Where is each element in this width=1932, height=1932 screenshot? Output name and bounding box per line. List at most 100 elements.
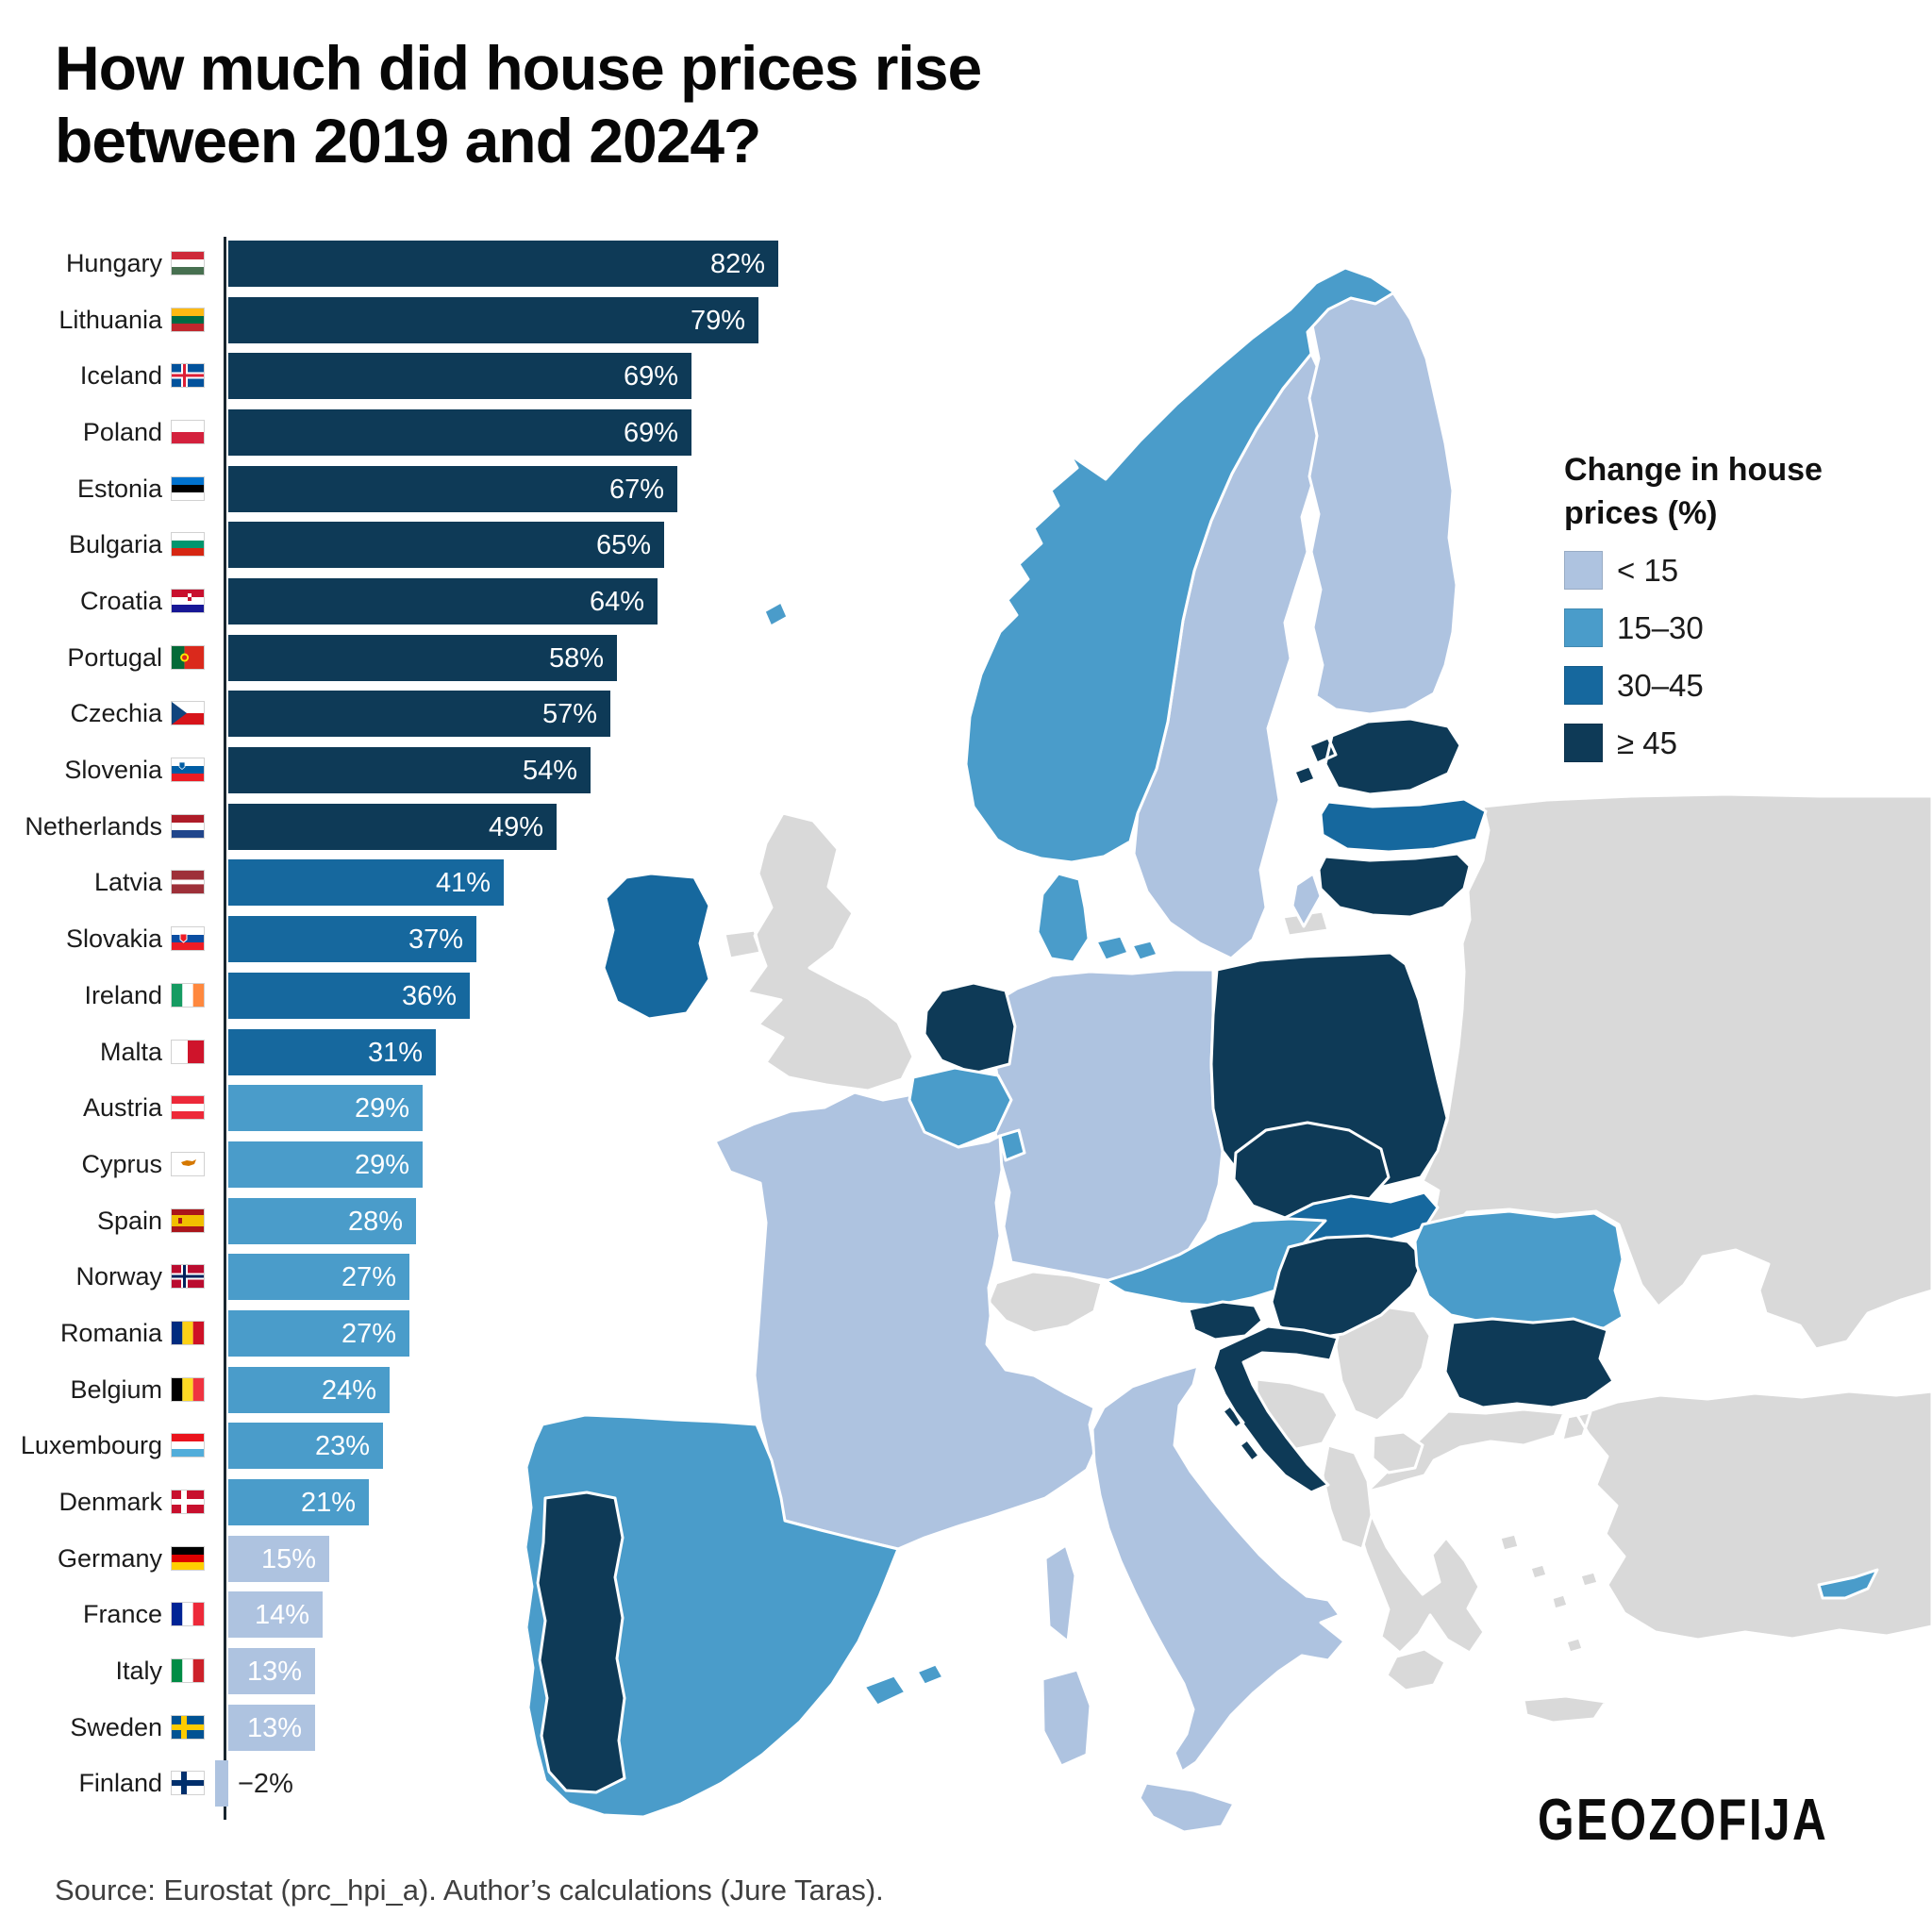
country-label: Latvia (93, 868, 162, 897)
bar-row-czechia: Czechia 57% (0, 691, 924, 738)
finland-flag-icon (172, 1772, 204, 1795)
bar-row-ireland: Ireland 36% (0, 972, 924, 1019)
bar-row-hungary: Hungary 82% (0, 241, 924, 287)
country-label: Netherlands (25, 811, 162, 841)
bar-row-malta: Malta 31% (0, 1028, 924, 1075)
malta-flag-icon (172, 1040, 204, 1063)
country-label: Iceland (79, 361, 162, 391)
value-label: 24% (321, 1374, 376, 1406)
map-country-latvia (1319, 797, 1488, 854)
value-bar (228, 578, 658, 625)
value-label: 41% (435, 868, 491, 899)
czechia-flag-icon (172, 702, 204, 725)
value-bar (228, 522, 664, 569)
bar-row-romania: Romania 27% (0, 1309, 924, 1357)
country-label: Cyprus (81, 1149, 162, 1178)
map-country-italy (1041, 1364, 1346, 1834)
map-country-spain (524, 1413, 945, 1819)
legend-label: 15–30 (1617, 609, 1704, 645)
map-country-hungary (1270, 1234, 1426, 1341)
map-country-netherlands (923, 981, 1017, 1075)
map-country-greece (1355, 1407, 1607, 1724)
title-line-1: How much did house prices rise (55, 33, 982, 103)
map-country-luxembourg (998, 1128, 1026, 1162)
legend-item-2: 15–30 (1564, 608, 1823, 648)
bar-row-norway: Norway 27% (0, 1254, 924, 1301)
value-bar (228, 1704, 315, 1751)
value-bar (228, 972, 470, 1019)
value-label: 21% (300, 1487, 356, 1518)
bar-row-belgium: Belgium 24% (0, 1366, 924, 1413)
map-country-serbia (1334, 1304, 1432, 1423)
value-bar (228, 916, 476, 963)
map-country-croatia (1211, 1324, 1340, 1494)
country-label: Ireland (84, 980, 162, 1009)
legend-swatch (1564, 666, 1603, 706)
bar-row-netherlands: Netherlands 49% (0, 803, 924, 850)
country-label: Austria (82, 1093, 162, 1123)
country-label: Italy (115, 1657, 162, 1685)
map-country-romania (1413, 1209, 1624, 1330)
country-label: Croatia (79, 587, 162, 616)
title-line-2: between 2019 and 2024? (55, 105, 761, 175)
value-bar (228, 691, 610, 738)
value-label: 36% (401, 980, 457, 1011)
bar-row-finland: Finland −2% (0, 1760, 924, 1807)
value-bar (228, 1309, 409, 1357)
value-label: 28% (347, 1206, 403, 1237)
country-label: Slovakia (65, 924, 162, 954)
value-label: 64% (589, 587, 644, 618)
value-label: 67% (608, 474, 664, 505)
bar-row-germany: Germany 15% (0, 1535, 924, 1582)
estonia-flag-icon (172, 476, 204, 500)
value-bar (215, 1760, 228, 1807)
bar-row-bulgaria: Bulgaria 65% (0, 522, 924, 569)
lithuania-flag-icon (172, 308, 204, 331)
slovakia-flag-icon (172, 927, 204, 951)
value-bar (228, 1478, 369, 1525)
country-label: Finland (78, 1769, 162, 1798)
austria-flag-icon (172, 1096, 204, 1120)
legend-item-3: 30–45 (1564, 666, 1823, 706)
poland-flag-icon (172, 421, 204, 444)
legend-title-line-2: prices (%) (1564, 494, 1718, 531)
value-bar (228, 1648, 315, 1694)
value-label: −2% (238, 1769, 293, 1800)
value-bar (228, 1197, 416, 1244)
romania-flag-icon (172, 1321, 204, 1344)
map-country-slovenia (1187, 1300, 1264, 1341)
value-bar (228, 1085, 423, 1132)
map-country-portugal (536, 1491, 626, 1794)
bar-row-spain: Spain 28% (0, 1197, 924, 1244)
value-bar (228, 634, 617, 681)
value-bar (228, 241, 778, 287)
value-label: 27% (341, 1262, 396, 1293)
bar-row-poland: Poland 69% (0, 409, 924, 457)
value-label: 79% (690, 305, 745, 336)
bar-row-iceland: Iceland 69% (0, 353, 924, 400)
chart-axis-line (224, 237, 226, 1820)
sweden-flag-icon (172, 1715, 204, 1739)
bar-row-denmark: Denmark 21% (0, 1478, 924, 1525)
value-label: 31% (367, 1037, 423, 1068)
value-bar (228, 1366, 390, 1413)
value-label: 82% (709, 249, 765, 279)
map-country-germany (991, 968, 1224, 1283)
map-country-norway (964, 266, 1396, 864)
germany-flag-icon (172, 1546, 204, 1570)
italy-flag-icon (172, 1659, 204, 1682)
map-country-denmark (762, 600, 1159, 964)
value-bar (228, 465, 677, 512)
country-label: Lithuania (58, 305, 162, 334)
bar-row-slovakia: Slovakia 37% (0, 916, 924, 963)
country-label: Portugal (67, 642, 162, 672)
value-label: 69% (623, 361, 678, 392)
spain-flag-icon (172, 1208, 204, 1232)
country-label: Norway (75, 1262, 162, 1291)
country-label: Luxembourg (20, 1431, 162, 1460)
bar-row-estonia: Estonia 67% (0, 465, 924, 512)
value-bar (228, 1254, 409, 1301)
legend-item-4: ≥ 45 (1564, 724, 1823, 763)
value-label: 29% (354, 1093, 409, 1124)
